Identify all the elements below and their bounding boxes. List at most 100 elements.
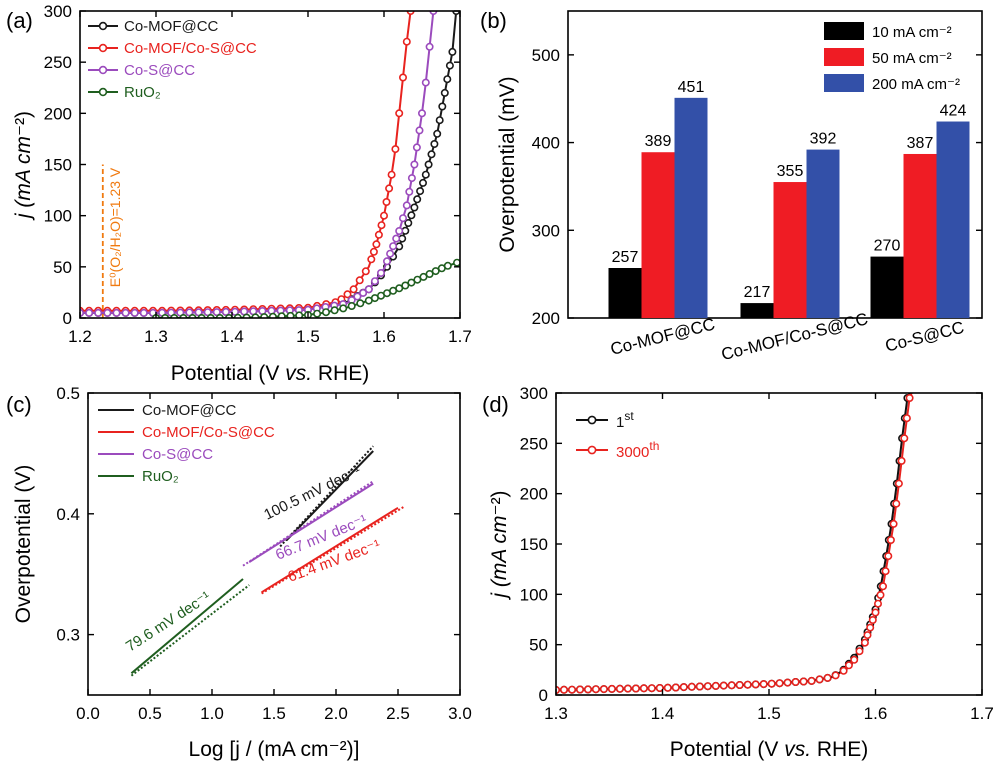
markers-3000th xyxy=(556,393,914,694)
data-point xyxy=(355,276,364,285)
data-point xyxy=(443,75,452,84)
data-point xyxy=(361,267,370,276)
data-point xyxy=(623,684,632,693)
bar xyxy=(936,121,970,319)
x-tick-label: 1.5 xyxy=(757,704,781,723)
legend-label: Co-MOF/Co-S@CC xyxy=(124,40,257,57)
data-point xyxy=(321,308,330,317)
x-tick-label: 1.5 xyxy=(296,327,320,346)
data-point xyxy=(431,267,440,276)
data-point xyxy=(415,126,424,135)
data-point xyxy=(775,679,784,688)
legend-label: Co-MOF@CC xyxy=(142,402,237,419)
bar xyxy=(806,149,840,318)
bar-value-label: 392 xyxy=(810,131,837,148)
data-point xyxy=(866,623,875,632)
panel-c: 0.0 0.5 1.0 1.5 2.0 2.5 3.0 0.3 0.4 0.5 Log [j / (… xyxy=(6,384,472,761)
x-tick-label: 1.6 xyxy=(372,327,396,346)
legend-label: 50 mA cm⁻² xyxy=(872,50,952,67)
bar-value-label: 451 xyxy=(678,79,705,96)
data-point xyxy=(313,309,322,318)
bar xyxy=(674,97,708,318)
bar-value-label: 424 xyxy=(940,103,967,120)
y-tick-label: 150 xyxy=(520,535,548,554)
legend-swatch-marker xyxy=(98,43,108,53)
data-point xyxy=(94,308,103,317)
data-point xyxy=(268,312,277,318)
data-point xyxy=(445,61,454,70)
data-point xyxy=(402,37,411,46)
bar xyxy=(773,182,807,318)
data-point xyxy=(759,680,768,689)
data-point xyxy=(407,174,416,183)
data-point xyxy=(783,678,792,687)
y-tick-label: 0 xyxy=(539,686,548,705)
panel-a: E⁰(O₂/H₂O)=1.23 V 1.2 1.3 1.4 1.5 1.6 1.7 0 50 10… xyxy=(6,2,472,385)
data-point xyxy=(386,249,395,258)
data-point xyxy=(130,308,139,317)
data-point xyxy=(413,195,422,204)
data-point xyxy=(671,683,680,692)
data-point xyxy=(410,160,419,169)
plot-area-d xyxy=(556,393,914,694)
x-tick-label: 1.4 xyxy=(220,327,244,346)
series-line xyxy=(556,393,911,691)
y-tick-label: 250 xyxy=(44,53,72,72)
x-axis-title: Potential (V vs. RHE) xyxy=(171,362,369,385)
data-point xyxy=(395,284,404,293)
data-point xyxy=(631,684,640,693)
y-tick-label: 0.5 xyxy=(56,384,80,403)
data-point xyxy=(376,268,385,277)
plot-area-a xyxy=(80,11,460,318)
data-point xyxy=(868,615,877,624)
legend-label: 1st xyxy=(616,409,634,431)
data-point xyxy=(370,277,379,286)
data-point xyxy=(286,311,295,318)
y-tick-label: 50 xyxy=(53,258,72,277)
y-tick-label: 200 xyxy=(44,104,72,123)
legend-label: 200 mA cm⁻² xyxy=(872,76,960,93)
fit-line xyxy=(130,584,250,677)
data-point xyxy=(404,219,413,228)
data-point xyxy=(424,160,433,169)
x-tick-label: 1.3 xyxy=(544,704,568,723)
data-point xyxy=(591,685,600,694)
data-point xyxy=(647,684,656,693)
plot-frame-a xyxy=(79,10,461,319)
data-point xyxy=(372,240,381,249)
data-point xyxy=(349,285,358,294)
data-point xyxy=(639,684,648,693)
data-point xyxy=(421,78,430,87)
data-point xyxy=(599,685,608,694)
e0-annotation: E⁰(O₂/H₂O)=1.23 V xyxy=(107,167,123,287)
x-tick-label: 1.5 xyxy=(262,704,286,723)
series-line xyxy=(130,578,244,675)
series-line xyxy=(248,482,374,563)
data-point xyxy=(392,234,401,243)
data-point xyxy=(839,666,848,675)
legend-label: Co-S@CC xyxy=(124,62,195,79)
data-point xyxy=(277,312,286,318)
data-point xyxy=(395,227,404,236)
x-tick-label: 3.0 xyxy=(448,704,472,723)
data-point xyxy=(413,275,422,284)
data-point xyxy=(703,682,712,691)
data-point xyxy=(743,680,752,689)
data-point xyxy=(900,434,909,443)
y-tick-label: 300 xyxy=(520,384,548,403)
legend-swatch-marker xyxy=(587,445,597,455)
data-point xyxy=(727,681,736,690)
data-point xyxy=(389,242,398,251)
data-point xyxy=(881,567,890,576)
data-point xyxy=(905,393,914,402)
data-point xyxy=(347,301,356,310)
slope-label: 79.6 mV dec⁻¹ xyxy=(123,588,214,655)
data-point xyxy=(402,201,411,210)
data-point xyxy=(339,304,348,313)
data-point xyxy=(407,211,416,220)
data-point xyxy=(711,681,720,690)
x-tick-label: 0.0 xyxy=(76,704,100,723)
y-tick-label: 0 xyxy=(63,309,72,328)
data-point xyxy=(607,684,616,693)
data-point xyxy=(855,647,864,656)
